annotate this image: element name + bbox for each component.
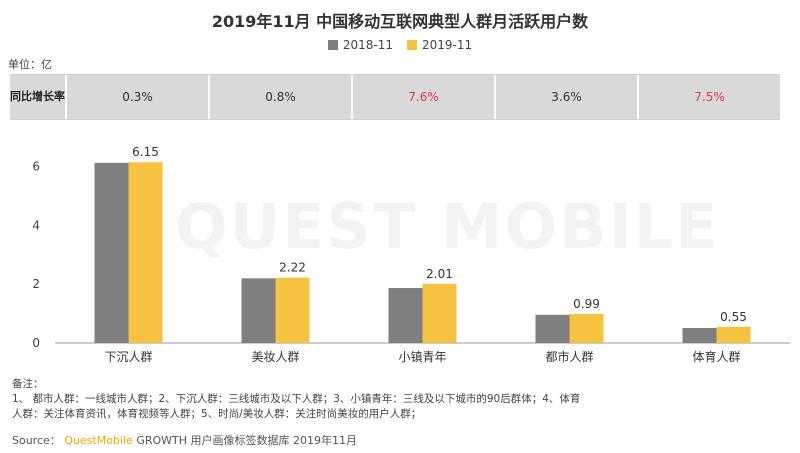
bar-2018-11 bbox=[388, 288, 423, 343]
y-tick-label: 2 bbox=[32, 277, 40, 291]
bar-2018-11 bbox=[682, 328, 717, 343]
bar-2019-11 bbox=[716, 326, 751, 343]
y-tick-label: 0 bbox=[32, 336, 40, 350]
legend-swatch-2018 bbox=[327, 40, 338, 50]
growth-rate-cell: 0.3% bbox=[65, 75, 208, 119]
growth-rate-label: 同比 增长率 bbox=[10, 75, 65, 119]
bar-2019-11 bbox=[422, 283, 457, 343]
legend: 2018-11 2019-11 bbox=[0, 38, 800, 52]
bar-2019-11 bbox=[275, 277, 310, 343]
bar-2018-11 bbox=[94, 162, 129, 343]
growth-rate-row: 同比 增长率 0.3% 0.8% 7.6% 3.6% 7.5% bbox=[10, 74, 780, 120]
bar-chart: 0 2 4 6 6.15 下沉人群 2.22 美妆人群 2.01 小镇青年 0.99 都市人群 0.55… bbox=[32, 145, 790, 364]
bar-2019-11 bbox=[569, 313, 604, 343]
y-tick-label: 4 bbox=[32, 218, 40, 232]
legend-item-2018: 2018-11 bbox=[327, 38, 393, 52]
growth-rate-label-line2: 增长率 bbox=[32, 90, 65, 103]
legend-label-2018: 2018-11 bbox=[342, 38, 393, 52]
x-tick-label: 体育人群 bbox=[692, 349, 740, 364]
legend-label-2019: 2019-11 bbox=[422, 38, 473, 52]
data-label: 0.55 bbox=[720, 310, 747, 324]
bar-2018-11 bbox=[535, 314, 570, 343]
notes-line-2: 人群：关注体育资讯，体育视频等人群；5、时尚/美妆人群：关注时尚美妆的用户人群； bbox=[12, 408, 422, 420]
source-rest: GROWTH 用户画像标签数据库 2019年11月 bbox=[136, 434, 357, 447]
bar-2019-11 bbox=[128, 162, 163, 343]
x-tick-label: 美妆人群 bbox=[251, 350, 299, 364]
data-label: 2.01 bbox=[426, 267, 453, 281]
growth-rate-cell: 0.8% bbox=[208, 75, 351, 119]
growth-rate-cell: 7.6% bbox=[351, 75, 494, 119]
chart-title: 2019年11月 中国移动互联网典型人群月活跃用户数 bbox=[211, 12, 589, 31]
notes-heading: 备注： bbox=[12, 378, 44, 390]
unit-label: 单位：亿 bbox=[8, 58, 52, 71]
notes-line-1: 1、 都市人群：一线城市人群；2、下沉人群：三线城市及以下人群；3、小镇青年：三… bbox=[12, 393, 581, 405]
x-tick-label: 小镇青年 bbox=[398, 350, 446, 364]
legend-item-2019: 2019-11 bbox=[407, 38, 472, 52]
growth-rate-label-line1: 同比 bbox=[10, 90, 32, 103]
watermark: QUEST MOBILE bbox=[175, 190, 720, 263]
source-prefix: Source： bbox=[12, 434, 61, 447]
x-tick-label: 都市人群 bbox=[545, 349, 593, 364]
notes: 备注： 1、 都市人群：一线城市人群；2、下沉人群：三线城市及以下人群；3、小镇… bbox=[12, 377, 792, 422]
data-label: 0.99 bbox=[573, 297, 600, 311]
y-tick-label: 6 bbox=[32, 160, 40, 174]
growth-rate-cell: 3.6% bbox=[494, 75, 637, 119]
data-label: 2.22 bbox=[279, 261, 306, 275]
source-brand: QuestMobile bbox=[64, 434, 133, 447]
x-tick-label: 下沉人群 bbox=[104, 350, 152, 364]
bar-2018-11 bbox=[241, 278, 276, 343]
data-label: 6.15 bbox=[132, 145, 159, 159]
source: Source： QuestMobile GROWTH 用户画像标签数据库 201… bbox=[12, 432, 357, 448]
growth-rate-cell: 7.5% bbox=[637, 75, 780, 119]
legend-swatch-2019 bbox=[407, 40, 417, 50]
